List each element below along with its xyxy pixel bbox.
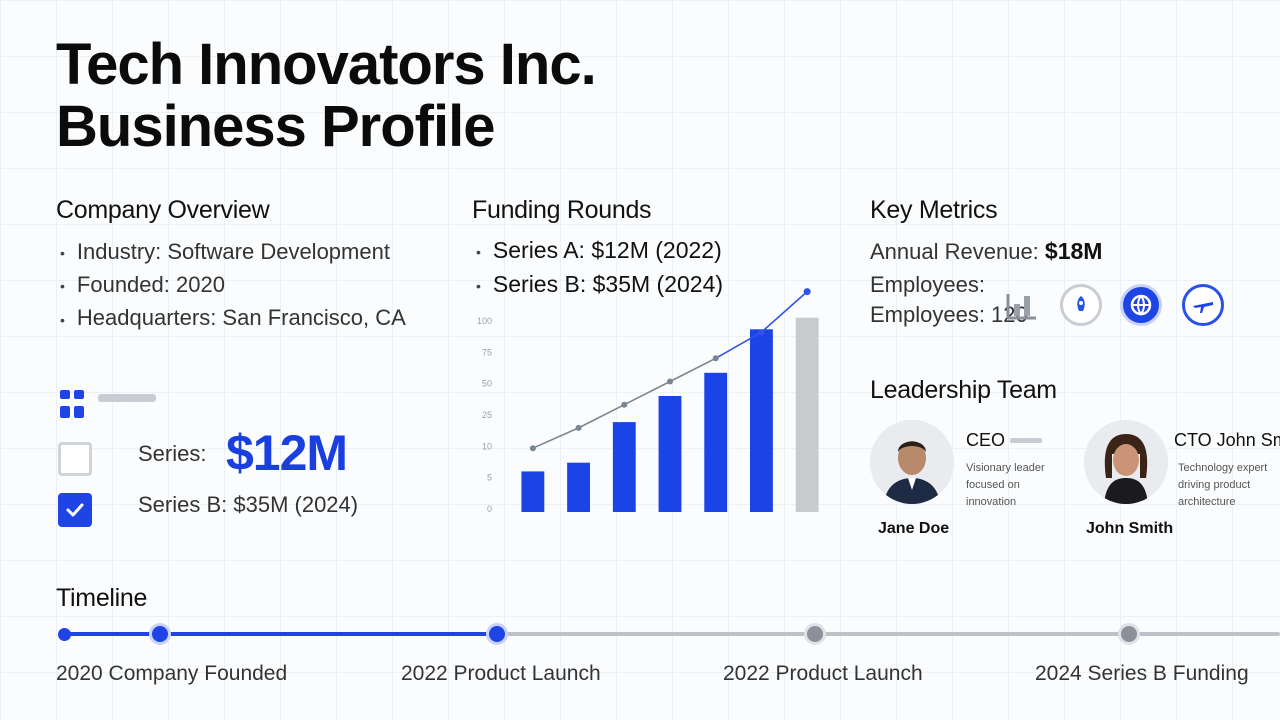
chart-bar[interactable] xyxy=(750,329,773,512)
y-tick-label: 25 xyxy=(482,410,492,420)
ceo-role-placeholder xyxy=(1010,438,1042,443)
overview-item-founded: Founded: 2020 xyxy=(60,269,406,302)
company-overview-heading: Company Overview xyxy=(56,196,270,224)
trend-line-segment xyxy=(669,357,717,383)
y-tick-label: 10 xyxy=(482,441,492,451)
annual-revenue-value: $18M xyxy=(1044,238,1103,264)
chart-bar[interactable] xyxy=(795,317,819,512)
chart-bar[interactable] xyxy=(567,462,590,512)
title-line-1: Tech Innovators Inc. xyxy=(56,32,597,97)
ceo-desc-line-3: innovation xyxy=(966,496,1017,508)
trend-line-segment xyxy=(623,380,671,406)
company-overview-list: Industry: Software Development Founded: … xyxy=(60,236,406,336)
funding-rounds-list: Series A: $12M (2022) Series B: $35M (20… xyxy=(476,234,723,302)
timeline-dot-1[interactable] xyxy=(58,628,71,641)
avatar-jane-doe xyxy=(870,420,954,504)
trend-line-segment xyxy=(532,427,579,449)
timeline-dot-2[interactable] xyxy=(152,626,168,642)
series-b-label: Series B: $35M (2024) xyxy=(138,492,359,517)
timeline-event-1: 2020 Company Founded xyxy=(56,662,288,685)
series-a-checkbox[interactable] xyxy=(58,442,92,476)
annual-revenue-row: Annual Revenue: $18M xyxy=(870,238,1102,265)
widget-tag-placeholder xyxy=(98,394,156,402)
y-tick-label: 0 xyxy=(487,504,492,514)
cto-description: Technology expert driving product archit… xyxy=(1178,460,1267,511)
avatar-john-smith xyxy=(1084,420,1168,504)
trend-point[interactable] xyxy=(529,445,536,452)
cto-desc-line-1: Technology expert xyxy=(1178,462,1268,474)
cto-name: John Smith xyxy=(1086,520,1174,537)
funding-rounds-heading: Funding Rounds xyxy=(472,196,652,224)
trend-point[interactable] xyxy=(621,401,628,408)
timeline-dot-5[interactable] xyxy=(1121,626,1137,642)
chart-bar[interactable] xyxy=(704,372,728,512)
leadership-heading: Leadership Team xyxy=(870,376,1057,404)
widget-grid-icon xyxy=(58,384,92,422)
plane-icon xyxy=(1182,284,1224,326)
chart-icon xyxy=(1000,284,1042,326)
page-title: Tech Innovators Inc. Business Profile xyxy=(56,32,597,159)
timeline-event-4: 2024 Series B Funding xyxy=(1035,662,1249,685)
funding-item-series-b: Series B: $35M (2024) xyxy=(476,268,723,302)
employees-label-2: Employees: 120 xyxy=(870,302,1028,327)
series-a-value: $12M xyxy=(226,425,348,481)
y-tick-label: 5 xyxy=(487,473,492,483)
timeline-event-3: 2022 Product Launch xyxy=(723,662,923,685)
title-line-2: Business Profile xyxy=(56,94,495,159)
y-tick-label: 100 xyxy=(477,316,492,326)
overview-item-headquarters: Headquarters: San Francisco, CA xyxy=(60,302,406,335)
checkmark-icon xyxy=(66,503,84,517)
trend-point[interactable] xyxy=(758,329,765,336)
ceo-role: CEO xyxy=(966,430,1006,450)
trend-point[interactable] xyxy=(667,378,673,385)
chart-bar[interactable] xyxy=(521,471,545,512)
cto-role: CTO John Smith xyxy=(1174,430,1280,450)
y-tick-label: 50 xyxy=(482,379,492,389)
timeline-event-2: 2022 Product Launch xyxy=(401,662,601,685)
funding-item-series-a: Series A: $12M (2022) xyxy=(476,234,723,268)
rocket-icon xyxy=(1060,284,1102,326)
timeline-track xyxy=(64,632,1280,636)
annual-revenue-label: Annual Revenue: xyxy=(870,239,1039,264)
globe-icon xyxy=(1120,284,1162,326)
ceo-desc-line-1: Visionary leader xyxy=(966,462,1045,474)
trend-line-segment xyxy=(760,291,808,333)
employees-label-1: Employees: xyxy=(870,272,985,297)
series-a-label: Series: xyxy=(138,441,207,466)
chart-bar[interactable] xyxy=(658,396,682,512)
ceo-desc-line-2: focused on xyxy=(966,479,1020,491)
y-tick-label: 75 xyxy=(482,347,492,357)
cto-desc-line-2: driving product xyxy=(1178,479,1251,491)
trend-point[interactable] xyxy=(803,288,811,296)
trend-line-segment xyxy=(578,403,625,429)
overview-item-industry: Industry: Software Development xyxy=(60,236,406,269)
timeline-heading: Timeline xyxy=(56,584,148,612)
trend-line-segment xyxy=(715,331,762,359)
trend-point[interactable] xyxy=(712,355,719,362)
cto-desc-line-3: architecture xyxy=(1178,496,1236,508)
ceo-description: Visionary leader focused on innovation xyxy=(966,460,1045,511)
trend-point[interactable] xyxy=(575,424,582,431)
series-b-checkbox[interactable] xyxy=(58,493,92,527)
timeline-dot-4[interactable] xyxy=(807,626,823,642)
key-metrics-heading: Key Metrics xyxy=(870,196,998,224)
timeline-progress xyxy=(64,632,498,636)
ceo-name: Jane Doe xyxy=(878,520,950,537)
timeline-dot-3[interactable] xyxy=(489,626,505,642)
chart-bar[interactable] xyxy=(612,422,636,512)
